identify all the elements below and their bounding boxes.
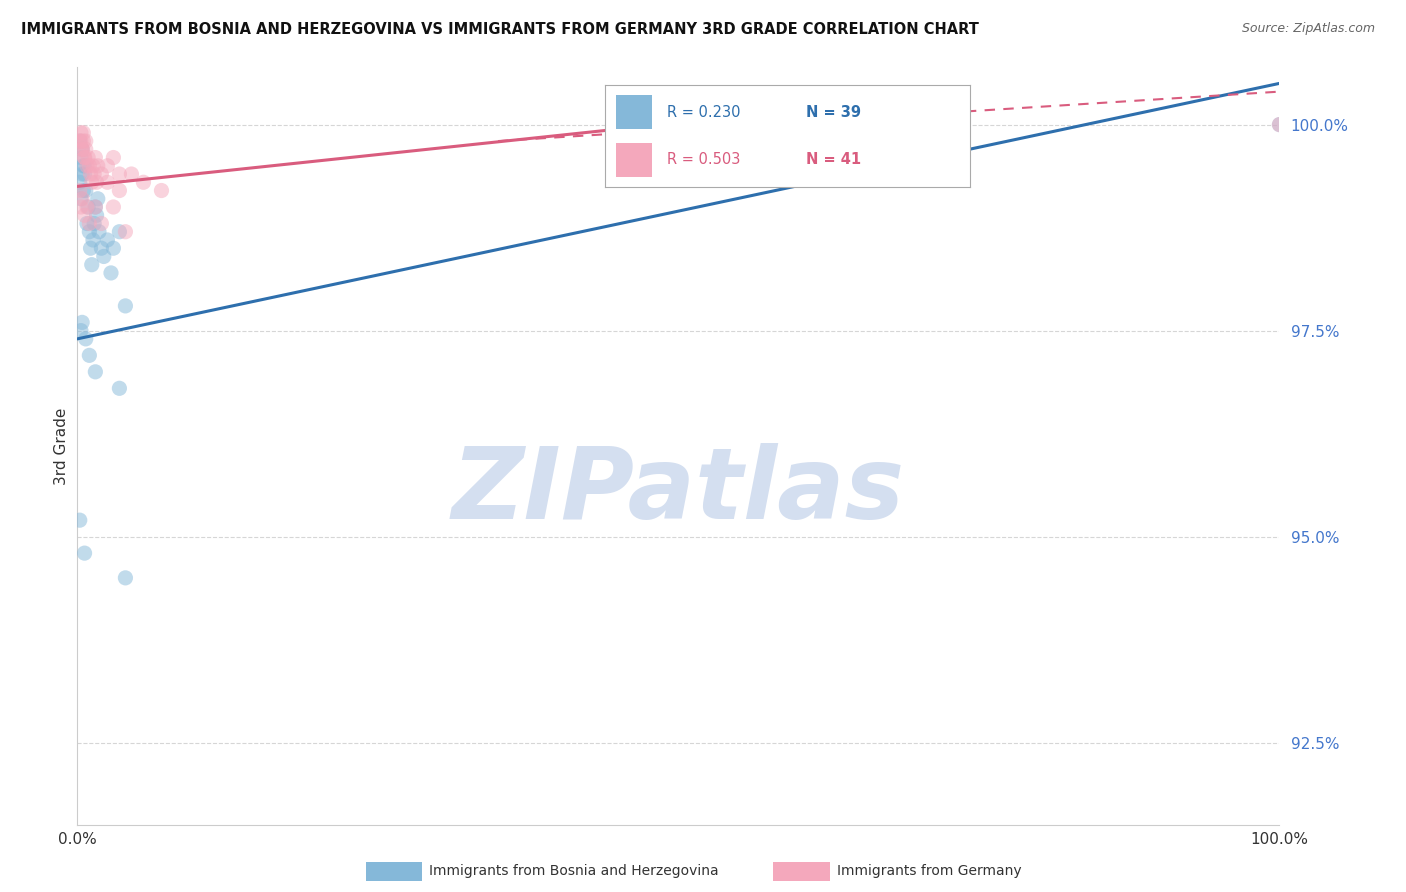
Point	[70, 134, 93, 148]
Point	[84, 200, 107, 214]
Point	[70, 192, 93, 206]
Point	[79, 241, 101, 255]
Point	[77, 200, 100, 214]
Point	[70, 192, 93, 206]
Point	[73, 167, 96, 181]
Point	[70, 167, 93, 181]
Point	[70, 142, 93, 156]
Point	[1268, 118, 1291, 132]
Text: IMMIGRANTS FROM BOSNIA AND HERZEGOVINA VS IMMIGRANTS FROM GERMANY 3RD GRADE CORR: IMMIGRANTS FROM BOSNIA AND HERZEGOVINA V…	[21, 22, 979, 37]
Point	[90, 167, 112, 181]
Point	[70, 200, 93, 214]
Y-axis label: 3rd Grade: 3rd Grade	[53, 408, 69, 484]
Point	[75, 332, 97, 346]
Point	[82, 233, 104, 247]
Point	[72, 184, 94, 198]
Point	[83, 167, 105, 181]
Point	[96, 159, 118, 173]
Text: Source: ZipAtlas.com: Source: ZipAtlas.com	[1241, 22, 1375, 36]
Point	[70, 315, 93, 329]
Point	[103, 241, 125, 255]
Point	[76, 159, 98, 173]
Text: R = 0.230: R = 0.230	[666, 105, 740, 120]
Point	[114, 299, 136, 313]
Point	[84, 365, 107, 379]
Point	[93, 250, 115, 264]
Point	[77, 151, 100, 165]
Point	[73, 159, 96, 173]
Point	[69, 513, 91, 527]
Point	[72, 159, 94, 173]
Text: N = 39: N = 39	[806, 105, 860, 120]
Point	[103, 151, 125, 165]
Point	[108, 167, 131, 181]
Point	[72, 134, 94, 148]
Text: N = 41: N = 41	[806, 153, 860, 167]
Point	[96, 175, 118, 189]
Point	[75, 134, 97, 148]
Point	[70, 324, 93, 338]
Point	[86, 208, 108, 222]
Point	[79, 167, 101, 181]
Point	[70, 151, 93, 165]
Point	[90, 241, 112, 255]
Point	[69, 134, 91, 148]
Point	[73, 151, 96, 165]
FancyBboxPatch shape	[616, 144, 652, 177]
Point	[70, 126, 93, 140]
Point	[79, 225, 101, 239]
Point	[150, 184, 173, 198]
Point	[132, 175, 155, 189]
Point	[83, 217, 105, 231]
Text: Immigrants from Germany: Immigrants from Germany	[837, 864, 1021, 879]
Point	[108, 381, 131, 395]
Point	[76, 200, 98, 214]
Point	[86, 175, 108, 189]
Point	[72, 126, 94, 140]
Point	[80, 258, 103, 272]
Point	[114, 225, 136, 239]
Point	[75, 142, 97, 156]
Point	[82, 159, 104, 173]
Point	[87, 225, 110, 239]
Point	[70, 142, 93, 156]
Point	[100, 266, 122, 280]
Point	[70, 142, 93, 156]
Point	[79, 159, 101, 173]
Point	[120, 167, 142, 181]
Point	[103, 200, 125, 214]
Point	[75, 184, 97, 198]
Point	[96, 233, 118, 247]
Point	[79, 217, 101, 231]
Point	[69, 184, 91, 198]
Point	[76, 217, 98, 231]
Point	[73, 208, 96, 222]
Point	[80, 175, 103, 189]
FancyBboxPatch shape	[616, 95, 652, 128]
Text: Immigrants from Bosnia and Herzegovina: Immigrants from Bosnia and Herzegovina	[429, 864, 718, 879]
Point	[87, 159, 110, 173]
Text: ZIPatlas: ZIPatlas	[451, 443, 905, 540]
Text: R = 0.503: R = 0.503	[666, 153, 740, 167]
Point	[69, 175, 91, 189]
Point	[69, 134, 91, 148]
Point	[73, 151, 96, 165]
Point	[108, 225, 131, 239]
Point	[1268, 118, 1291, 132]
Point	[90, 217, 112, 231]
Point	[108, 184, 131, 198]
Point	[84, 151, 107, 165]
Point	[73, 546, 96, 560]
Point	[84, 200, 107, 214]
Point	[79, 348, 101, 362]
Point	[87, 192, 110, 206]
Point	[114, 571, 136, 585]
